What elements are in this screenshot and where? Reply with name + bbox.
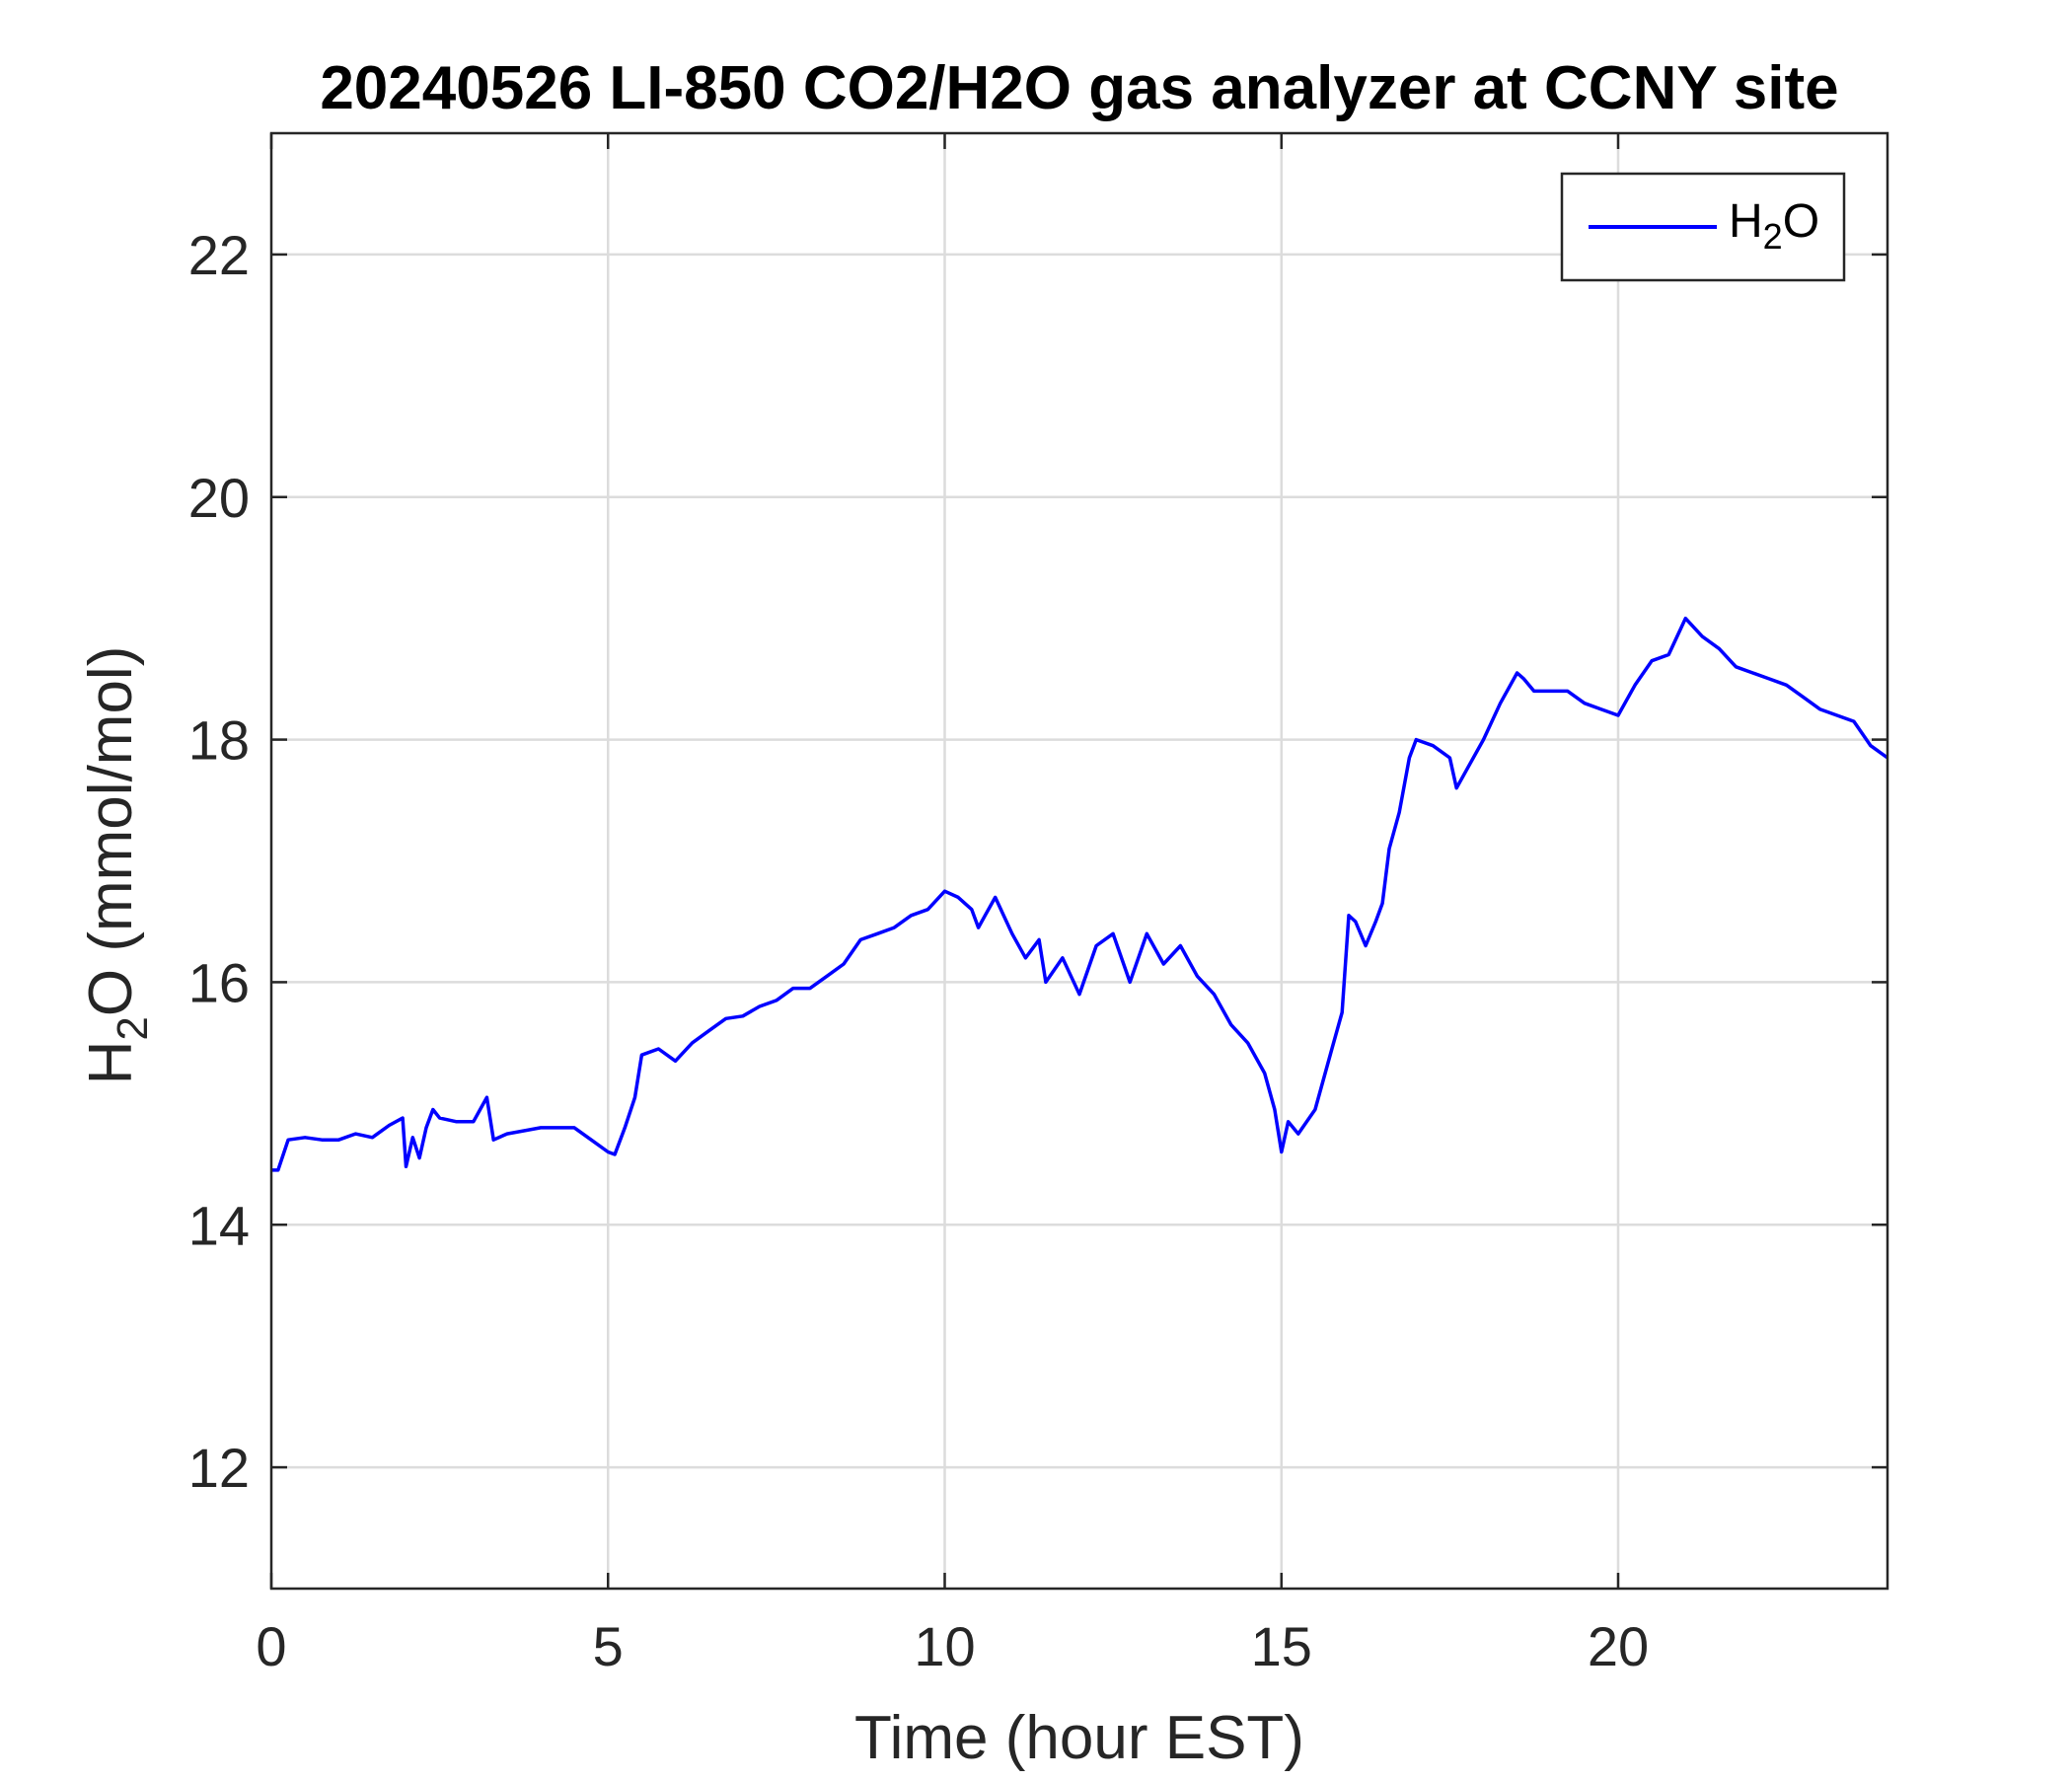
x-tick-label: 5 <box>593 1615 624 1677</box>
y-tick-label: 22 <box>188 224 250 286</box>
legend-label-subscript: 2 <box>1763 216 1783 257</box>
legend-label-part: H <box>1729 195 1763 248</box>
grid-lines <box>271 133 1887 1589</box>
y-tick-label: 16 <box>188 951 250 1013</box>
axes-box <box>269 131 1889 1591</box>
legend-label-part: O <box>1783 195 1819 248</box>
x-tick-label: 20 <box>1588 1615 1649 1677</box>
x-tick-label: 10 <box>914 1615 975 1677</box>
chart-title: 20240526 LI-850 CO2/H2O gas analyzer at … <box>320 54 1838 122</box>
series-line-h2o <box>271 616 1889 1172</box>
y-tick-label: 12 <box>188 1437 250 1499</box>
y-tick-label: 14 <box>188 1194 250 1256</box>
x-tick-labels: 0 5 10 15 20 <box>256 1615 1649 1677</box>
y-axis-label: H2O (mmol/mol) <box>77 646 157 1085</box>
y-axis-label-subscript: 2 <box>109 1016 157 1040</box>
y-tick-label: 20 <box>188 467 250 529</box>
legend-label: H2O <box>1729 195 1819 257</box>
series-layer <box>271 616 1889 1172</box>
x-axis-label: Time (hour EST) <box>854 1704 1304 1772</box>
y-tick-labels: 12 14 16 18 20 22 <box>188 224 250 1499</box>
tick-marks <box>269 133 1887 1589</box>
x-tick-label: 0 <box>256 1615 286 1677</box>
y-axis-label-part: H <box>77 1041 145 1085</box>
axes-frame <box>269 131 1889 1591</box>
x-tick-label: 15 <box>1251 1615 1312 1677</box>
y-axis-label-part: O (mmol/mol) <box>77 646 145 1016</box>
legend: H2O <box>1560 172 1846 282</box>
y-tick-label: 18 <box>188 709 250 772</box>
